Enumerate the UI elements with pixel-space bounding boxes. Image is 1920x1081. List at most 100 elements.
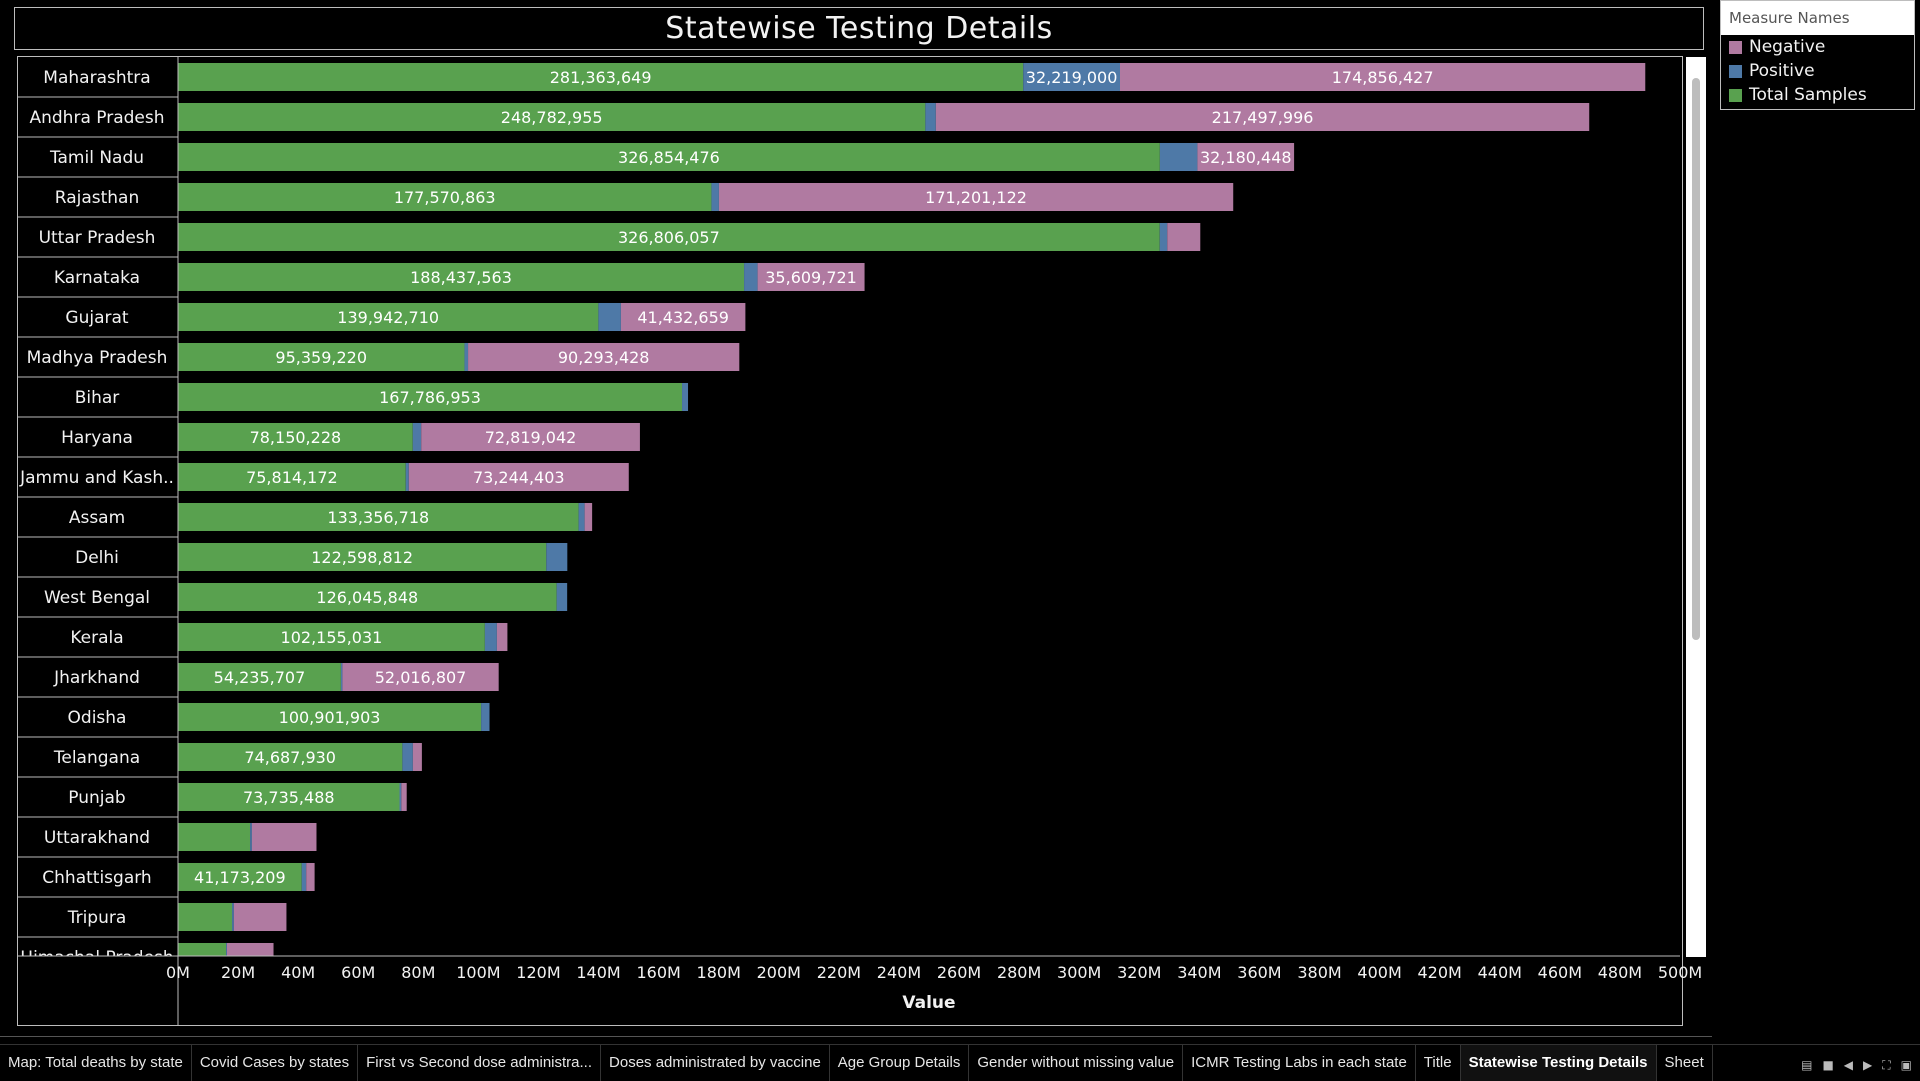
- bar-total-samples[interactable]: [178, 743, 403, 771]
- bar-negative[interactable]: [757, 263, 865, 291]
- bar-positive[interactable]: [412, 423, 422, 451]
- scrollbar-thumb[interactable]: [1692, 78, 1700, 640]
- tab-statewise-testing[interactable]: Statewise Testing Details: [1460, 1045, 1657, 1081]
- bar-total-samples[interactable]: [178, 423, 413, 451]
- bar-positive[interactable]: [464, 343, 469, 371]
- tab-icmr-labs[interactable]: ICMR Testing Labs in each state: [1183, 1045, 1416, 1081]
- bar-total-samples[interactable]: [178, 343, 465, 371]
- bar-total-samples[interactable]: [178, 663, 341, 691]
- bar-positive[interactable]: [226, 943, 227, 971]
- bar-negative[interactable]: [306, 863, 315, 891]
- row-label-delhi[interactable]: Delhi: [75, 548, 119, 568]
- bar-total-samples[interactable]: [178, 543, 547, 571]
- bar-total-samples[interactable]: [178, 943, 227, 971]
- bar-positive[interactable]: [546, 543, 568, 571]
- tab-doses-by-vaccine[interactable]: Doses administrated by vaccine: [601, 1045, 830, 1081]
- bar-negative[interactable]: [412, 743, 422, 771]
- bar-total-samples[interactable]: [178, 143, 1160, 171]
- bar-positive[interactable]: [399, 783, 402, 811]
- tab-sheet[interactable]: Sheet: [1657, 1045, 1713, 1081]
- row-label-punjab[interactable]: Punjab: [68, 788, 125, 808]
- presentation-icon[interactable]: ▣: [1900, 1058, 1912, 1072]
- bar-positive[interactable]: [556, 583, 568, 611]
- next-sheet-icon[interactable]: ▶: [1863, 1058, 1873, 1072]
- bar-positive[interactable]: [578, 503, 585, 531]
- bar-positive[interactable]: [340, 663, 343, 691]
- row-label-tripura[interactable]: Tripura: [67, 908, 127, 928]
- show-filmstrip-icon[interactable]: ▤: [1801, 1058, 1813, 1072]
- bar-negative[interactable]: [1167, 223, 1201, 251]
- tab-gender[interactable]: Gender without missing value: [969, 1045, 1184, 1081]
- row-label-jharkhand[interactable]: Jharkhand: [53, 668, 140, 688]
- bar-negative[interactable]: [718, 183, 1234, 211]
- legend-item-negative[interactable]: Negative: [1721, 35, 1914, 59]
- bar-positive[interactable]: [1159, 223, 1168, 251]
- row-label-andhra-pradesh[interactable]: Andhra Pradesh: [29, 108, 164, 128]
- bar-total-samples[interactable]: [178, 903, 233, 931]
- legend-item-total-samples[interactable]: Total Samples: [1721, 83, 1914, 107]
- bar-negative[interactable]: [408, 463, 629, 491]
- bar-total-samples[interactable]: [178, 623, 485, 651]
- row-label-telangana[interactable]: Telangana: [53, 748, 140, 768]
- bar-negative[interactable]: [401, 783, 407, 811]
- bar-positive[interactable]: [711, 183, 719, 211]
- prev-sheet-icon[interactable]: ◀: [1843, 1058, 1854, 1072]
- row-label-rajasthan[interactable]: Rajasthan: [55, 188, 140, 208]
- bar-negative[interactable]: [584, 503, 593, 531]
- bar-total-samples[interactable]: [178, 823, 251, 851]
- bar-chart[interactable]: Maharashtra 281,363,649 32,219,000 174,856,…: [0, 0, 1710, 1040]
- bar-total-samples[interactable]: [178, 703, 482, 731]
- bar-positive[interactable]: [682, 383, 689, 411]
- bar-total-samples[interactable]: [178, 583, 557, 611]
- row-label-madhya-pradesh[interactable]: Madhya Pradesh: [27, 348, 168, 368]
- row-label-assam[interactable]: Assam: [69, 508, 125, 528]
- bar-negative[interactable]: [251, 823, 317, 851]
- bar-positive[interactable]: [232, 903, 234, 931]
- bar-positive[interactable]: [1159, 143, 1198, 171]
- bar-total-samples[interactable]: [178, 463, 406, 491]
- tab-age-group[interactable]: Age Group Details: [830, 1045, 970, 1081]
- bar-total-samples[interactable]: [178, 863, 302, 891]
- row-label-karnataka[interactable]: Karnataka: [54, 268, 140, 288]
- bar-positive[interactable]: [925, 103, 936, 131]
- bar-total-samples[interactable]: [178, 503, 579, 531]
- bar-positive[interactable]: [402, 743, 413, 771]
- bar-positive[interactable]: [481, 703, 490, 731]
- row-label-haryana[interactable]: Haryana: [61, 428, 133, 448]
- bar-total-samples[interactable]: [178, 263, 745, 291]
- bar-total-samples[interactable]: [178, 383, 683, 411]
- bar-total-samples[interactable]: [178, 783, 400, 811]
- row-label-bihar[interactable]: Bihar: [75, 388, 120, 408]
- bar-total-samples[interactable]: [178, 223, 1160, 251]
- tab-title[interactable]: Title: [1416, 1045, 1461, 1081]
- row-label-uttarakhand[interactable]: Uttarakhand: [44, 828, 150, 848]
- bar-positive[interactable]: [744, 263, 758, 291]
- bar-positive[interactable]: [484, 623, 497, 651]
- row-label-jammu-and-kash-[interactable]: Jammu and Kash..: [19, 468, 174, 488]
- row-label-maharashtra[interactable]: Maharashtra: [43, 68, 150, 88]
- bar-negative[interactable]: [1120, 63, 1646, 91]
- bar-negative[interactable]: [468, 343, 740, 371]
- bar-negative[interactable]: [496, 623, 508, 651]
- bar-total-samples[interactable]: [178, 103, 926, 131]
- row-label-chhattisgarh[interactable]: Chhattisgarh: [42, 868, 151, 888]
- bar-positive[interactable]: [598, 303, 621, 331]
- bar-negative[interactable]: [935, 103, 1590, 131]
- bar-negative[interactable]: [421, 423, 640, 451]
- legend-item-positive[interactable]: Positive: [1721, 59, 1914, 83]
- row-label-gujarat[interactable]: Gujarat: [65, 308, 128, 328]
- row-label-odisha[interactable]: Odisha: [68, 708, 127, 728]
- bar-positive[interactable]: [1023, 63, 1121, 91]
- show-tabs-icon[interactable]: ■: [1822, 1058, 1834, 1072]
- fullscreen-icon[interactable]: ⛶: [1882, 1058, 1891, 1072]
- bar-total-samples[interactable]: [178, 303, 599, 331]
- bar-negative[interactable]: [1197, 143, 1295, 171]
- bar-negative[interactable]: [233, 903, 287, 931]
- tab-first-vs-second-dose[interactable]: First vs Second dose administra...: [358, 1045, 602, 1081]
- bar-total-samples[interactable]: [178, 63, 1024, 91]
- row-label-uttar-pradesh[interactable]: Uttar Pradesh: [39, 228, 156, 248]
- tab-covid-cases[interactable]: Covid Cases by states: [192, 1045, 359, 1081]
- bar-negative[interactable]: [342, 663, 499, 691]
- row-label-kerala[interactable]: Kerala: [70, 628, 123, 648]
- bar-total-samples[interactable]: [178, 183, 712, 211]
